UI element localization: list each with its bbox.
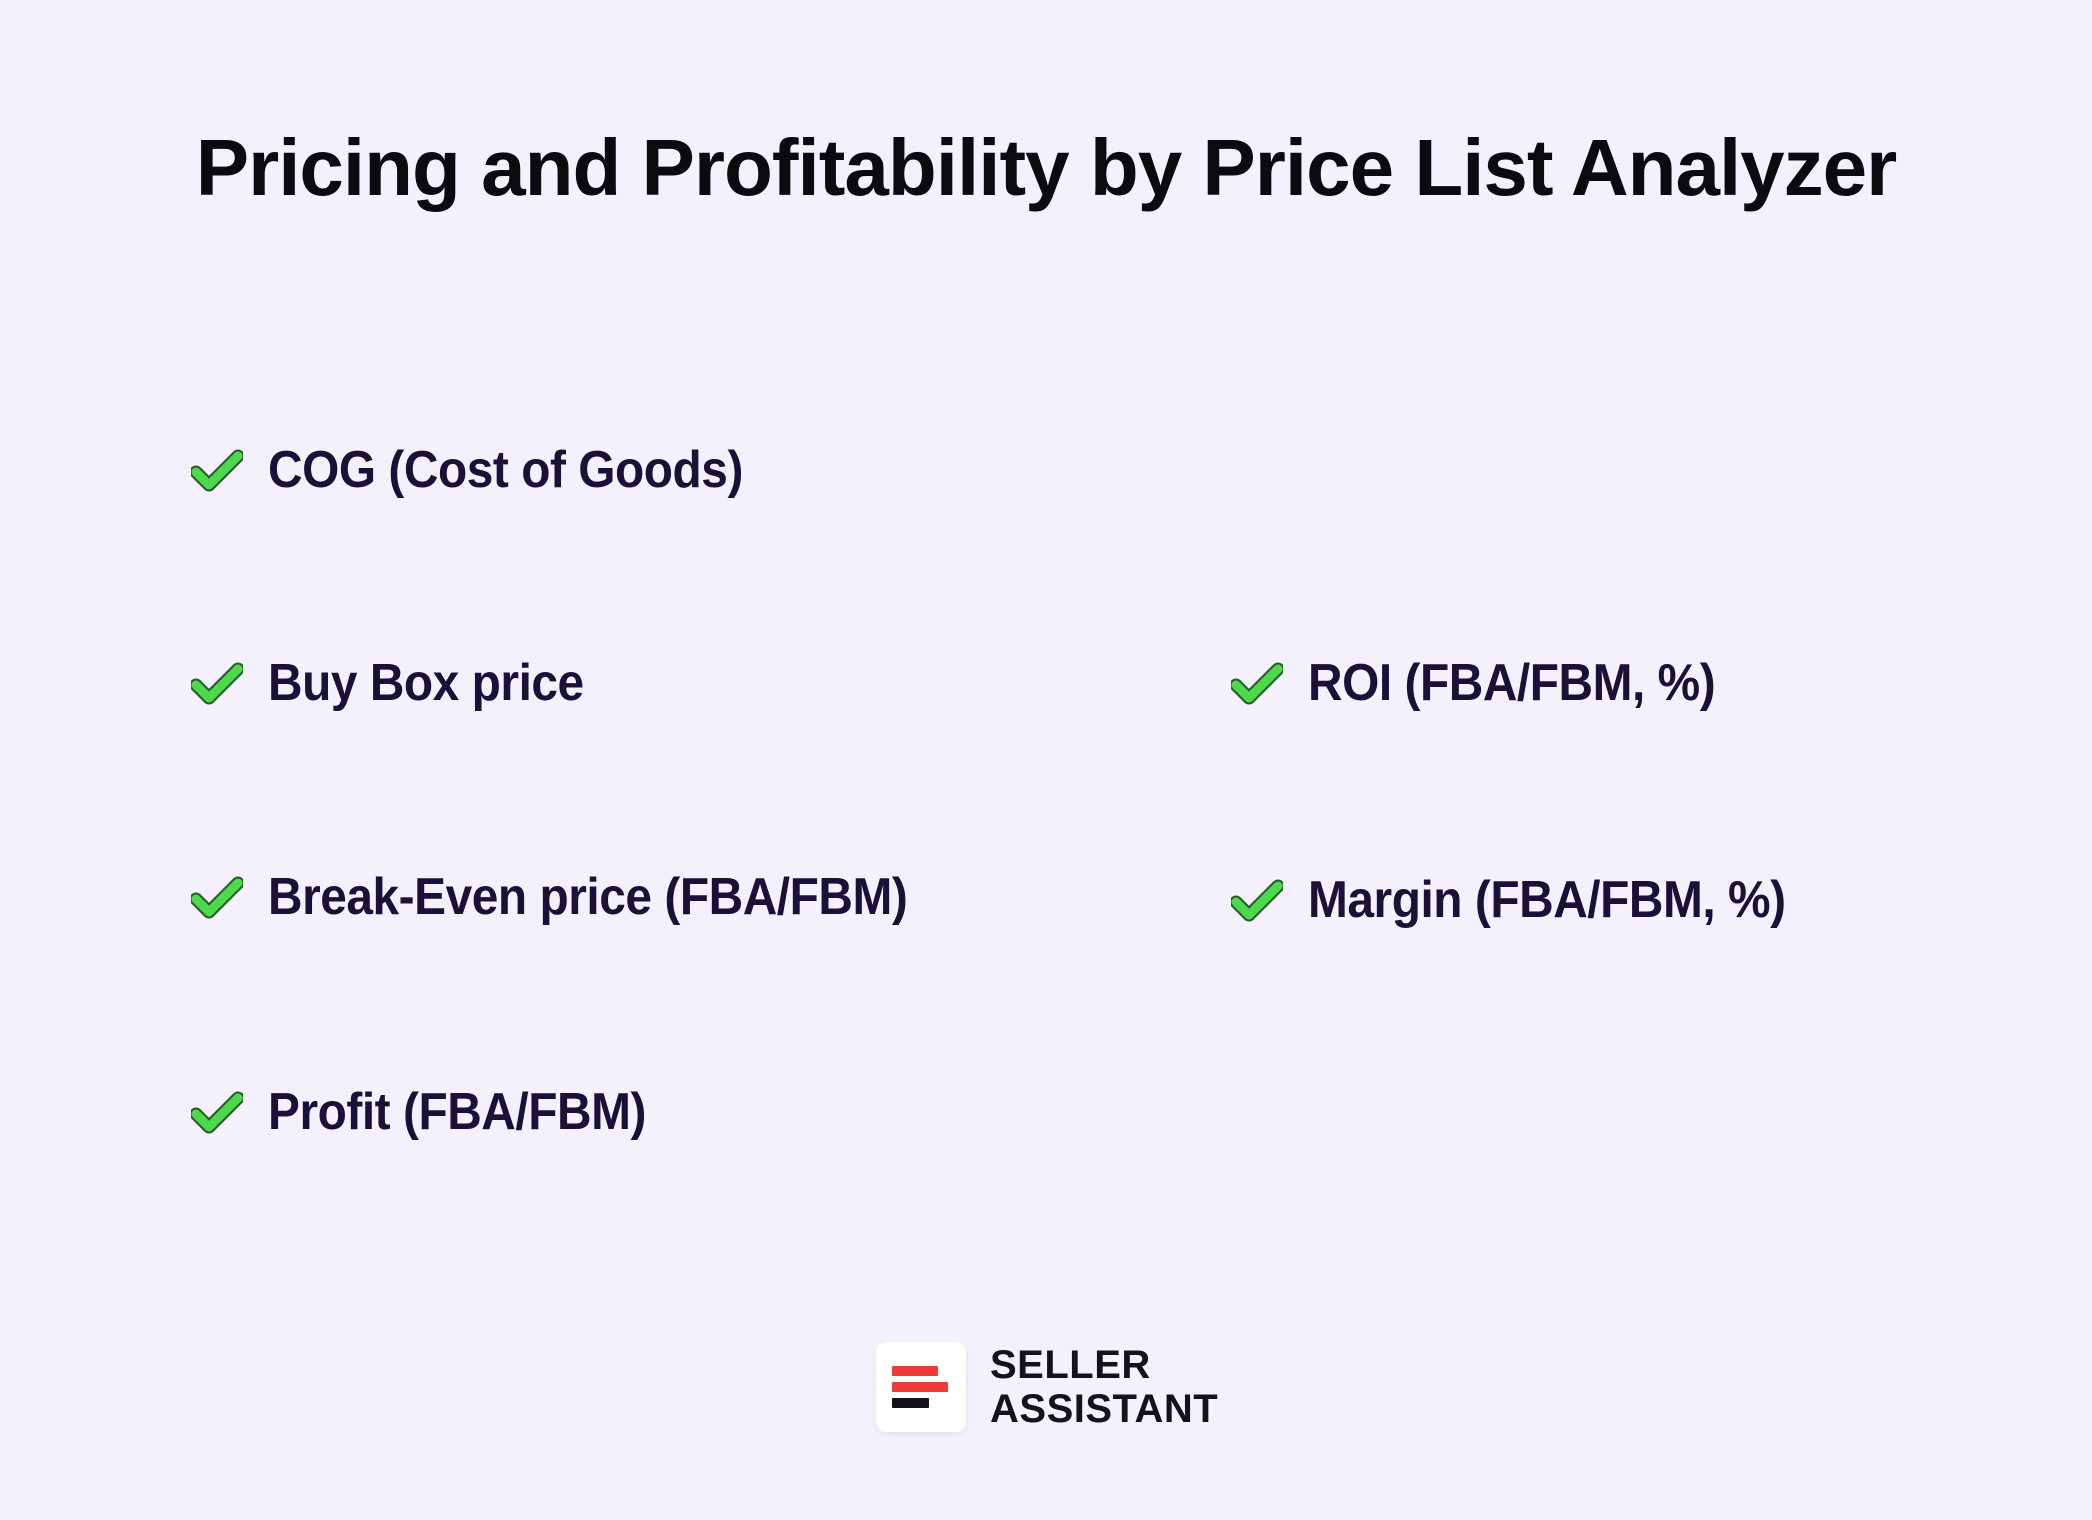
page-title: Pricing and Profitability by Price List … (195, 123, 1898, 212)
checkmark-icon (191, 662, 243, 705)
checkmark-icon (1231, 662, 1283, 705)
feature-item-break-even-price: Break-Even price (FBA/FBM) (191, 862, 963, 932)
seller-assistant-logo: SELLER ASSISTANT (876, 1342, 1218, 1432)
logo-wordmark: SELLER ASSISTANT (990, 1343, 1218, 1431)
feature-item-cog: COG (Cost of Goods) (191, 435, 784, 505)
logo-line-1: SELLER (990, 1343, 1151, 1387)
feature-label: ROI (FBA/FBM, %) (1308, 654, 1716, 712)
checkmark-icon (191, 1091, 243, 1134)
feature-label: COG (Cost of Goods) (268, 441, 743, 499)
feature-label: Break-Even price (FBA/FBM) (268, 868, 908, 926)
logo-bar-bottom (892, 1398, 929, 1408)
feature-item-buy-box-price: Buy Box price (191, 648, 611, 718)
checkmark-icon (191, 876, 243, 919)
logo-bar-top (892, 1366, 938, 1376)
logo-line-2: ASSISTANT (990, 1387, 1219, 1431)
feature-item-roi: ROI (FBA/FBM, %) (1231, 648, 1751, 718)
checkmark-icon (1231, 879, 1283, 922)
feature-label: Buy Box price (268, 654, 584, 712)
feature-label: Margin (FBA/FBM, %) (1308, 871, 1786, 929)
seller-assistant-logo-icon (876, 1342, 966, 1432)
feature-item-margin: Margin (FBA/FBM, %) (1231, 865, 1827, 935)
feature-item-profit: Profit (FBA/FBM) (191, 1077, 679, 1147)
checkmark-icon (191, 449, 243, 492)
feature-label: Profit (FBA/FBM) (268, 1083, 646, 1141)
logo-bar-middle (892, 1382, 948, 1392)
